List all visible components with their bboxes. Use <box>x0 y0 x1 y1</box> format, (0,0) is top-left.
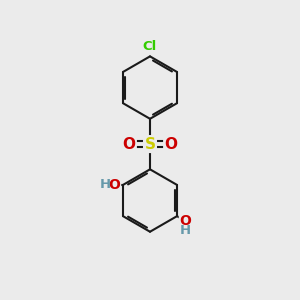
Text: O: O <box>179 214 191 229</box>
Text: H: H <box>180 224 191 238</box>
Text: H: H <box>100 178 111 191</box>
Text: O: O <box>164 136 177 152</box>
Text: S: S <box>145 136 155 152</box>
Text: Cl: Cl <box>143 40 157 53</box>
Text: O: O <box>109 178 121 192</box>
Text: O: O <box>123 136 136 152</box>
